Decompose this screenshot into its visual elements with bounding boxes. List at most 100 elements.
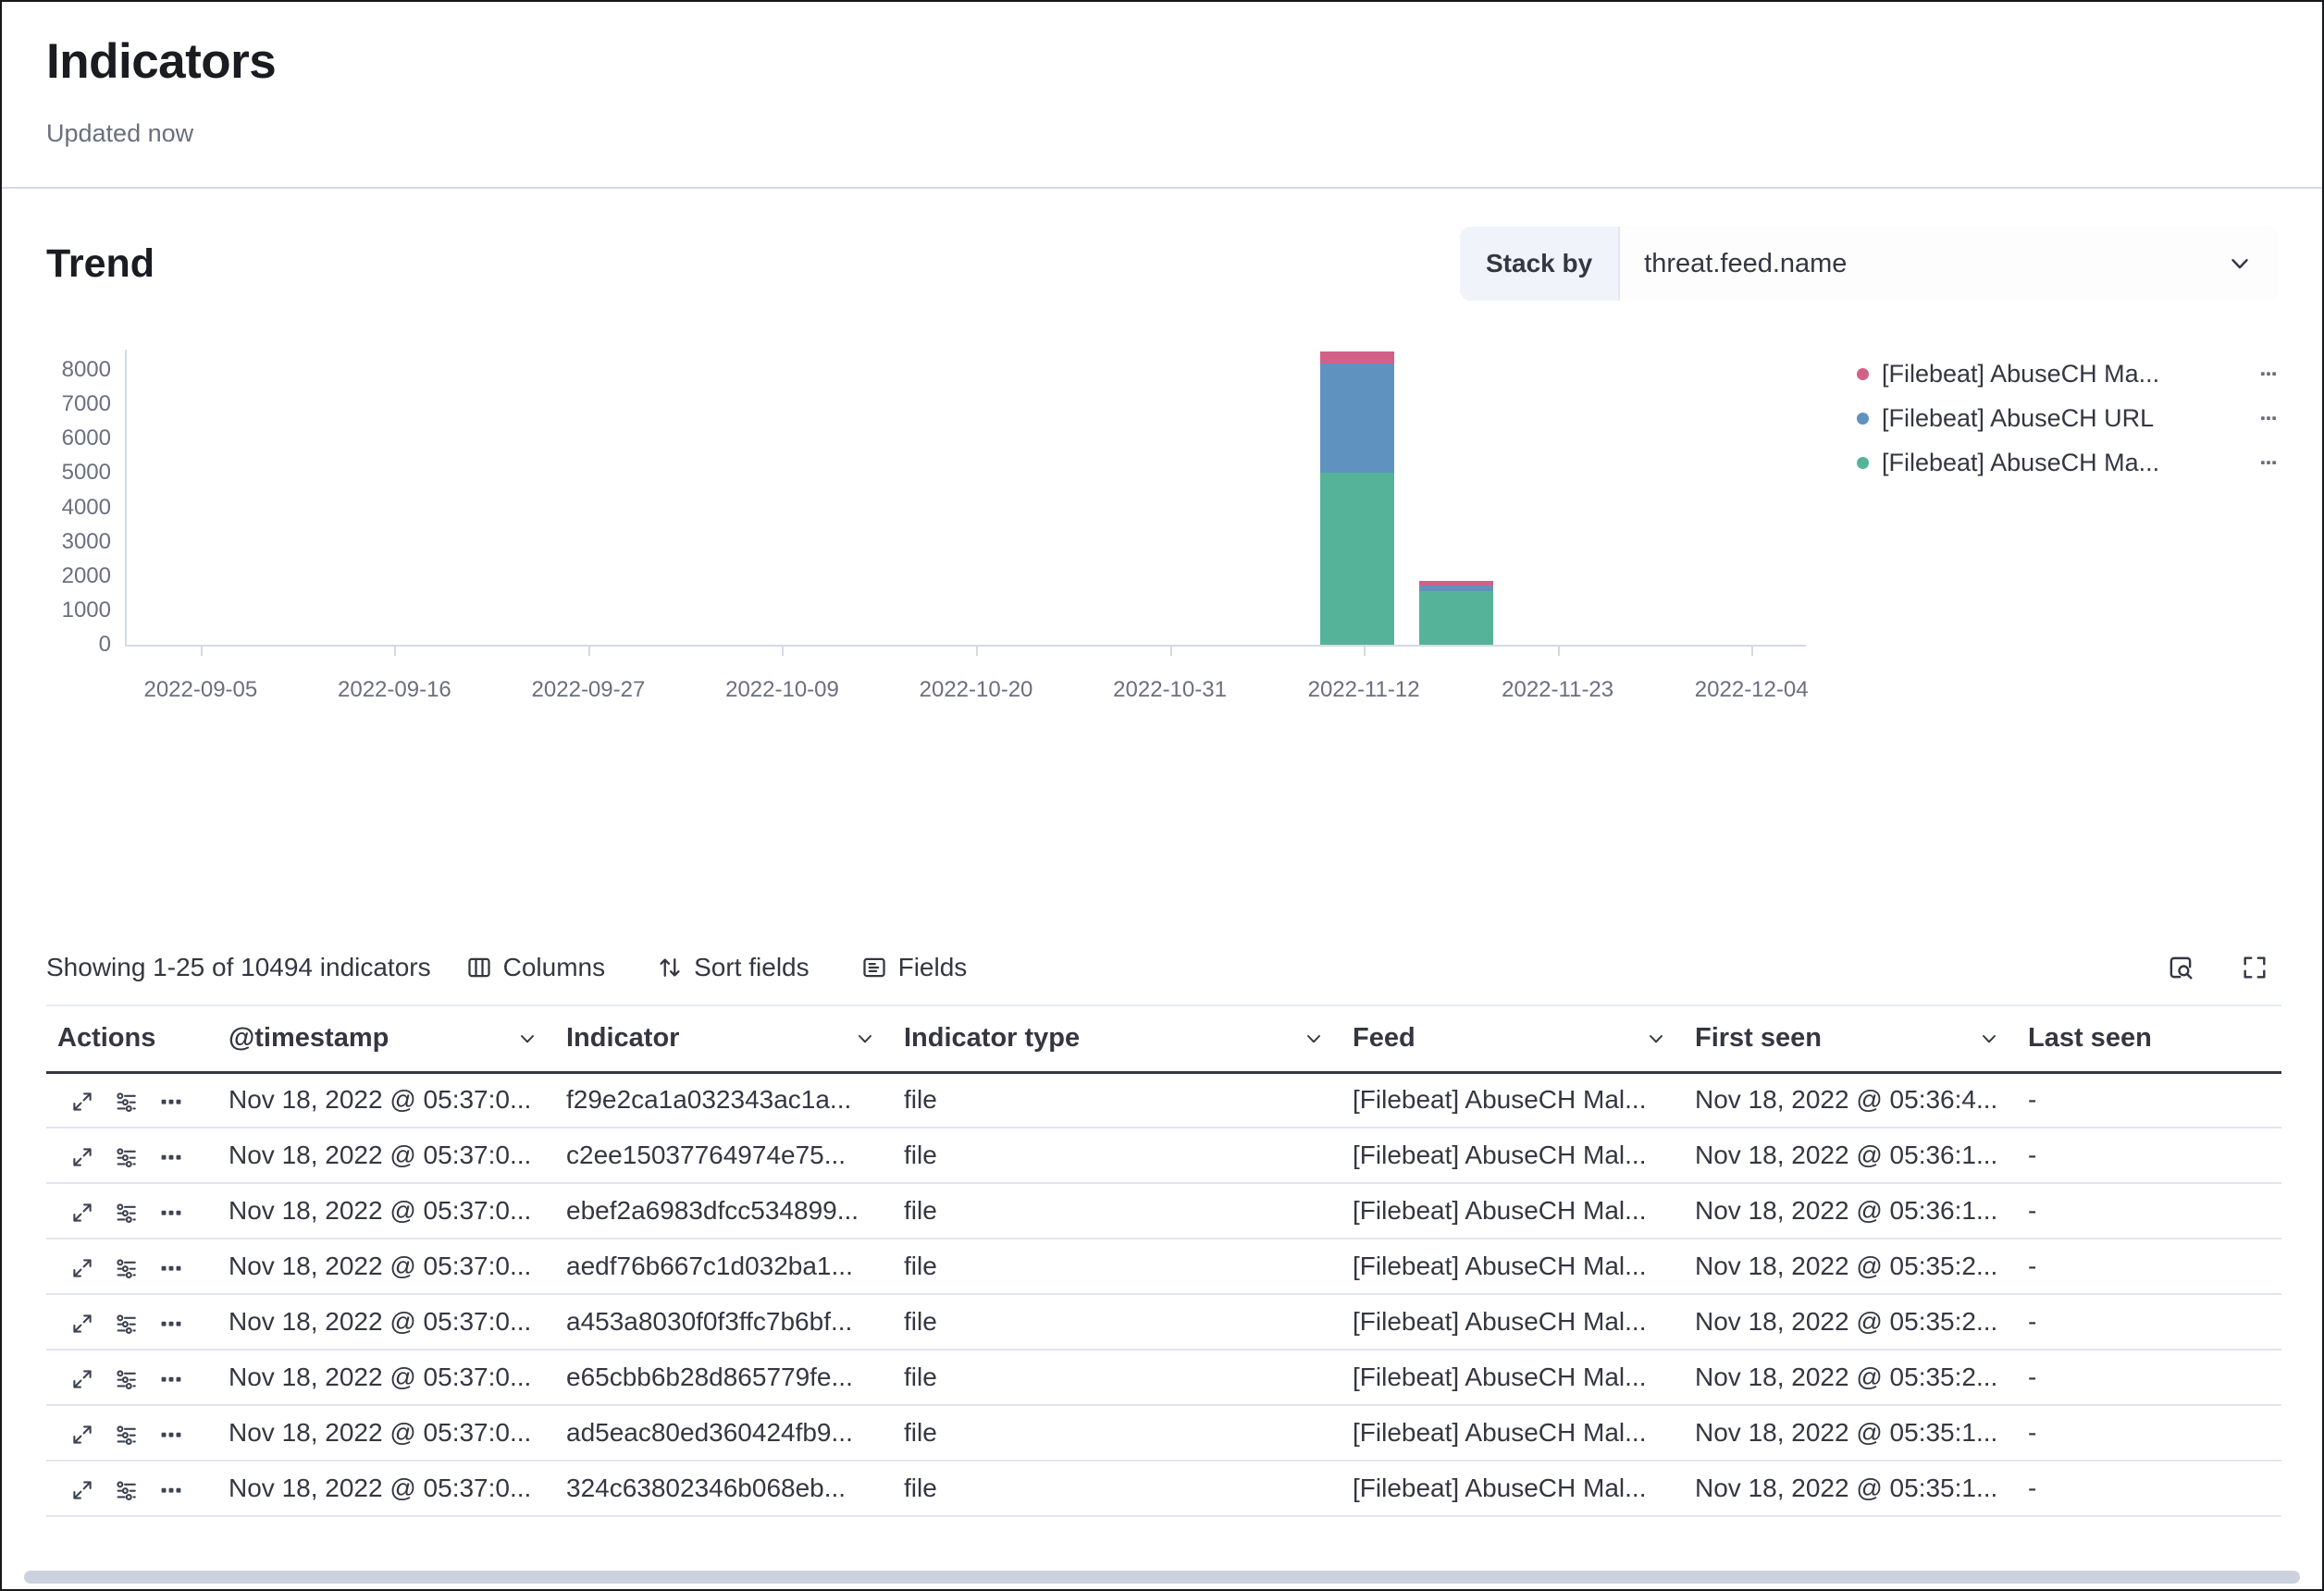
chevron-down-icon <box>859 1034 872 1043</box>
row-actions <box>46 1128 217 1184</box>
investigate-in-timeline-button[interactable] <box>115 1145 139 1169</box>
legend-actions-button[interactable] <box>2259 453 2278 472</box>
bar-segment[interactable] <box>1320 363 1395 474</box>
inspect-button[interactable] <box>2157 944 2204 991</box>
last-seen-cell: - <box>2017 1294 2281 1350</box>
x-axis-tick-mark <box>1557 645 1560 656</box>
last-seen-cell: - <box>2017 1461 2281 1517</box>
timestamp-cell: Nov 18, 2022 @ 05:37:0... <box>217 1350 555 1406</box>
column-header-label: Indicator type <box>904 1023 1081 1054</box>
stack-by-select[interactable]: threat.feed.name <box>1620 227 2278 301</box>
column-header-indicator[interactable]: Indicator <box>555 1005 893 1074</box>
bar-segment[interactable] <box>1419 591 1494 645</box>
expand-row-button[interactable] <box>70 1145 94 1169</box>
bar-segment[interactable] <box>1419 585 1494 592</box>
x-axis-tick-label: 2022-10-20 <box>919 677 1033 702</box>
column-header-label: Actions <box>57 1023 156 1054</box>
x-axis-tick-mark <box>394 645 397 656</box>
grid-toolbar-icons <box>2157 944 2278 991</box>
row-actions <box>46 1294 217 1350</box>
more-actions-button[interactable] <box>159 1090 183 1114</box>
indicator-type-cell: file <box>893 1350 1341 1406</box>
indicator-cell: e65cbb6b28d865779fe... <box>555 1350 893 1406</box>
more-actions-button[interactable] <box>159 1367 183 1391</box>
bar-segment[interactable] <box>1320 473 1395 645</box>
legend-color-dot <box>1857 412 1869 425</box>
legend-actions-button[interactable] <box>2259 409 2278 427</box>
expand-row-button[interactable] <box>70 1423 94 1447</box>
legend-actions-button[interactable] <box>2259 364 2278 383</box>
indicator-type-cell: file <box>893 1072 1341 1128</box>
y-axis-tick-label: 6000 <box>61 426 111 451</box>
indicator-cell: 324c63802346b068eb... <box>555 1461 893 1517</box>
timestamp-cell: Nov 18, 2022 @ 05:37:0... <box>217 1072 555 1128</box>
column-header-label: Last seen <box>2028 1023 2152 1054</box>
indicator-type-cell: file <box>893 1294 1341 1350</box>
more-actions-icon <box>161 1321 181 1326</box>
legend-item[interactable]: [Filebeat] AbuseCH URL <box>1857 396 2278 440</box>
bar-segment[interactable] <box>1419 580 1494 586</box>
column-header-actions: Actions <box>46 1005 217 1074</box>
x-axis-tick-label: 2022-11-12 <box>1307 677 1420 702</box>
chart-legend: [Filebeat] AbuseCH Ma... [Filebeat] Abuse… <box>1857 352 2278 485</box>
expand-row-button[interactable] <box>70 1256 94 1280</box>
expand-row-button[interactable] <box>70 1367 94 1391</box>
column-header-feed[interactable]: Feed <box>1341 1005 1684 1074</box>
x-axis-tick-mark <box>1169 645 1172 656</box>
table-row: Nov 18, 2022 @ 05:37:0... ebef2a6983dfcc5… <box>46 1183 2281 1240</box>
more-actions-button[interactable] <box>159 1423 183 1447</box>
investigate-in-timeline-button[interactable] <box>115 1312 139 1336</box>
table-row: Nov 18, 2022 @ 05:37:0... c2ee15037764974… <box>46 1128 2281 1184</box>
legend-item[interactable]: [Filebeat] AbuseCH Ma... <box>1857 440 2278 485</box>
horizontal-scrollbar[interactable] <box>24 1571 2300 1584</box>
more-actions-button[interactable] <box>159 1201 183 1225</box>
bar-segment[interactable] <box>1320 352 1395 364</box>
fields-icon <box>862 957 885 978</box>
first-seen-cell: Nov 18, 2022 @ 05:36:1... <box>1684 1183 2017 1240</box>
investigate-in-timeline-button[interactable] <box>115 1090 139 1114</box>
more-actions-button[interactable] <box>159 1478 183 1502</box>
x-axis-line <box>125 645 1806 647</box>
investigate-in-timeline-icon <box>117 1314 136 1334</box>
fullscreen-button[interactable] <box>2231 944 2278 991</box>
x-axis-tick-mark <box>1751 645 1754 656</box>
sort-fields-button[interactable]: Sort fields <box>657 953 810 982</box>
first-seen-cell: Nov 18, 2022 @ 05:36:4... <box>1684 1072 2017 1128</box>
investigate-in-timeline-button[interactable] <box>115 1201 139 1225</box>
more-actions-button[interactable] <box>159 1145 183 1169</box>
expand-icon <box>73 1092 92 1111</box>
x-axis-tick-label: 2022-09-27 <box>531 677 646 702</box>
indicator-type-cell: file <box>893 1128 1341 1184</box>
more-actions-icon <box>161 1487 181 1493</box>
investigate-in-timeline-button[interactable] <box>115 1478 139 1502</box>
investigate-in-timeline-button[interactable] <box>115 1367 139 1391</box>
expand-row-button[interactable] <box>70 1312 94 1336</box>
grid-toolbar: Showing 1-25 of 10494 indicators Columns… <box>46 944 2278 992</box>
chevron-down-icon <box>2231 259 2248 269</box>
more-actions-icon <box>161 1210 181 1215</box>
y-axis-tick-label: 5000 <box>61 460 111 486</box>
legend-item[interactable]: [Filebeat] AbuseCH Ma... <box>1857 352 2278 396</box>
inspect-icon <box>2169 956 2193 980</box>
investigate-in-timeline-icon <box>117 1424 136 1445</box>
chevron-down-icon <box>2226 250 2254 278</box>
expand-row-button[interactable] <box>70 1201 94 1225</box>
column-header-first-seen[interactable]: First seen <box>1684 1005 2017 1074</box>
more-actions-button[interactable] <box>159 1312 183 1336</box>
timestamp-cell: Nov 18, 2022 @ 05:37:0... <box>217 1239 555 1295</box>
more-actions-icon <box>2261 372 2276 376</box>
x-axis-tick-label: 2022-11-23 <box>1502 677 1614 702</box>
expand-row-button[interactable] <box>70 1478 94 1502</box>
investigate-in-timeline-button[interactable] <box>115 1256 139 1280</box>
expand-row-button[interactable] <box>70 1090 94 1114</box>
table-row: Nov 18, 2022 @ 05:37:0... f29e2ca1a032343… <box>46 1072 2281 1128</box>
timestamp-cell: Nov 18, 2022 @ 05:37:0... <box>217 1294 555 1350</box>
columns-button[interactable]: Columns <box>466 953 605 982</box>
column-header--timestamp[interactable]: @timestamp <box>217 1005 555 1074</box>
fields-button[interactable]: Fields <box>861 953 967 982</box>
expand-icon <box>73 1480 92 1499</box>
investigate-in-timeline-button[interactable] <box>115 1423 139 1447</box>
y-axis-tick-label: 7000 <box>61 391 111 417</box>
more-actions-button[interactable] <box>159 1256 183 1280</box>
column-header-indicator-type[interactable]: Indicator type <box>893 1005 1341 1074</box>
